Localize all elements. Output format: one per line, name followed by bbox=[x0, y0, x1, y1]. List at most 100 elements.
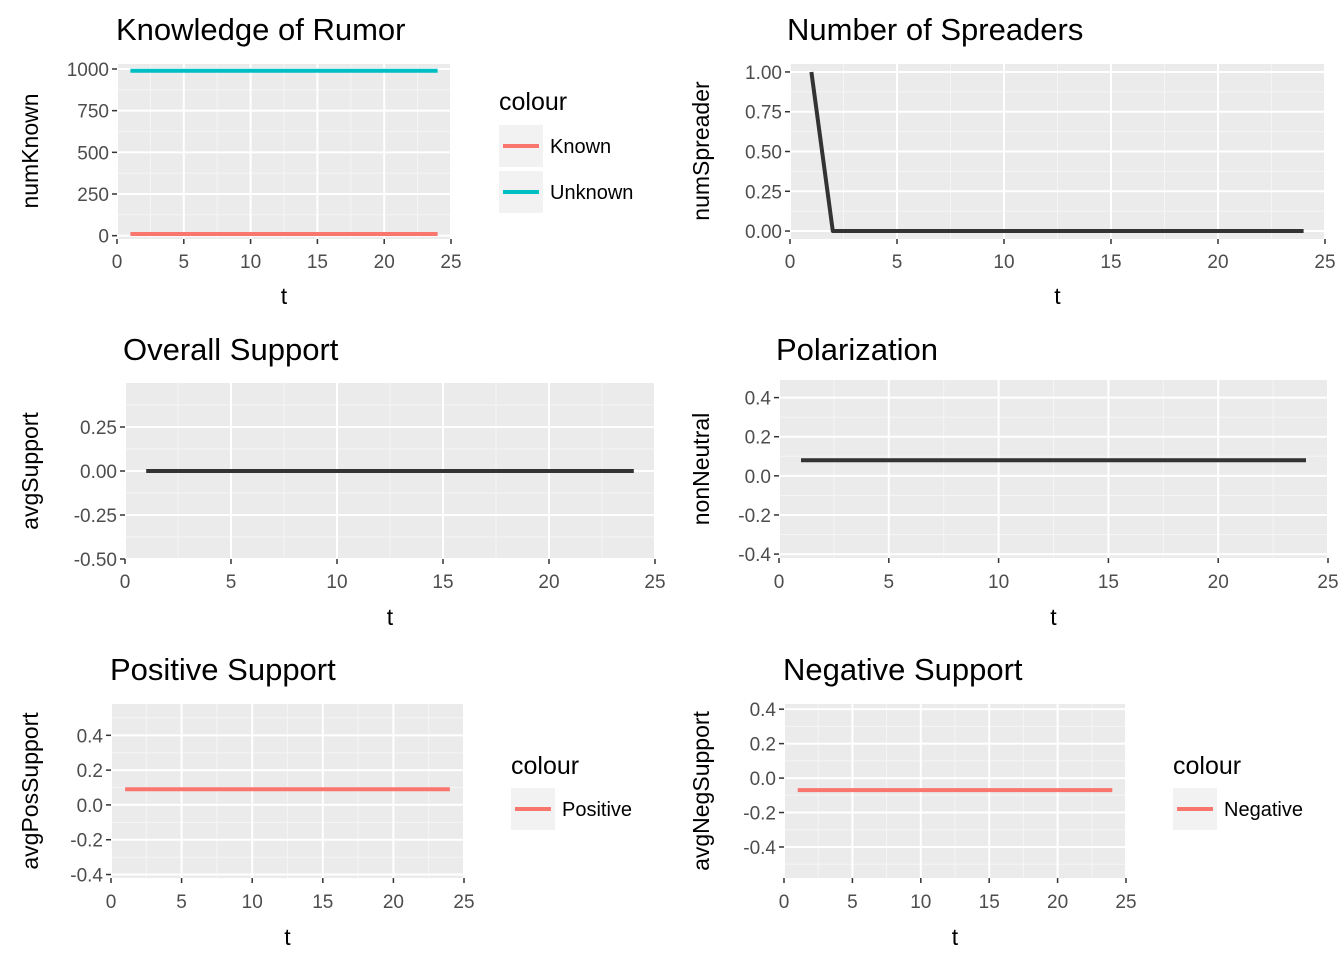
y-tick-label: 0.0 bbox=[745, 467, 771, 488]
legend-title: colour bbox=[1173, 752, 1241, 780]
x-tick-label: 5 bbox=[884, 572, 895, 593]
y-tick-label: -0.4 bbox=[70, 866, 103, 887]
y-tick-label: 250 bbox=[77, 185, 109, 206]
x-tick-label: 25 bbox=[1115, 892, 1136, 913]
x-tick-label: 20 bbox=[1047, 892, 1068, 913]
x-tick-label: 0 bbox=[112, 252, 123, 273]
y-tick-label: 1.00 bbox=[745, 63, 782, 84]
chart-title: Overall Support bbox=[123, 332, 339, 367]
x-tick-label: 25 bbox=[453, 892, 474, 913]
y-tick-label: 0.00 bbox=[745, 222, 782, 243]
x-tick-label: 0 bbox=[106, 892, 117, 913]
y-tick-label: 0.25 bbox=[745, 182, 782, 203]
legend: colour Negative bbox=[1173, 752, 1303, 830]
x-tick-label: 5 bbox=[847, 892, 858, 913]
x-tick-label: 0 bbox=[779, 892, 790, 913]
x-tick-label: 5 bbox=[226, 572, 237, 593]
y-tick-label: -0.2 bbox=[743, 804, 776, 825]
y-tick-label: 0.4 bbox=[750, 700, 777, 721]
x-axis-title: t bbox=[284, 924, 291, 950]
y-tick-label: 0.2 bbox=[750, 735, 776, 756]
y-tick-label: 0.0 bbox=[750, 769, 776, 790]
x-tick-label: 5 bbox=[179, 252, 190, 273]
y-axis-title: avgSupport bbox=[17, 412, 43, 530]
legend-entry-label: Positive bbox=[562, 799, 632, 821]
y-tick-label: 0.2 bbox=[77, 761, 103, 782]
x-tick-label: 10 bbox=[242, 892, 263, 913]
x-tick-label: 25 bbox=[1317, 572, 1338, 593]
chart-title: Polarization bbox=[776, 332, 938, 367]
y-tick-label: 0.50 bbox=[745, 143, 782, 164]
x-tick-label: 5 bbox=[176, 892, 187, 913]
legend: colour Known Unknown bbox=[499, 88, 633, 213]
y-axis-title: numSpreader bbox=[688, 81, 714, 221]
x-tick-label: 20 bbox=[374, 252, 395, 273]
chart-positive: 0 5 10 15 20 25 -0.4 -0.2 0.0 0.2 0.4 Positive Supp… bbox=[17, 652, 632, 950]
x-tick-label: 15 bbox=[979, 892, 1000, 913]
chart-title: Negative Support bbox=[783, 652, 1023, 687]
x-axis-title: t bbox=[952, 924, 959, 950]
y-axis-title: avgNegSupport bbox=[688, 710, 714, 870]
y-tick-label: 0.25 bbox=[80, 418, 117, 439]
x-tick-label: 20 bbox=[538, 572, 559, 593]
y-tick-label: -0.50 bbox=[74, 550, 117, 571]
x-tick-label: 20 bbox=[383, 892, 404, 913]
legend-title: colour bbox=[511, 752, 579, 780]
x-tick-label: 10 bbox=[910, 892, 931, 913]
x-tick-label: 25 bbox=[1314, 252, 1335, 273]
legend-title: colour bbox=[499, 88, 567, 116]
x-tick-label: 5 bbox=[892, 252, 903, 273]
x-axis-title: t bbox=[281, 283, 288, 309]
x-tick-label: 10 bbox=[988, 572, 1009, 593]
chart-title: Positive Support bbox=[110, 652, 336, 687]
legend: colour Positive bbox=[511, 752, 632, 830]
x-tick-label: 25 bbox=[644, 572, 665, 593]
x-tick-label: 15 bbox=[1098, 572, 1119, 593]
chart-negative: 0 5 10 15 20 25 -0.4 -0.2 0.0 0.2 0.4 Negative Supp… bbox=[688, 652, 1303, 950]
x-tick-label: 25 bbox=[440, 252, 461, 273]
x-tick-label: 15 bbox=[432, 572, 453, 593]
y-tick-label: -0.2 bbox=[70, 831, 103, 852]
x-tick-label: 10 bbox=[993, 252, 1014, 273]
x-axis-title: t bbox=[1054, 283, 1061, 309]
y-tick-label: 1000 bbox=[67, 60, 109, 81]
y-tick-label: -0.4 bbox=[738, 545, 771, 566]
y-tick-label: 0 bbox=[98, 227, 109, 248]
y-tick-label: 0.75 bbox=[745, 103, 782, 124]
x-tick-label: 15 bbox=[1100, 252, 1121, 273]
chart-overall: 0 5 10 15 20 25 -0.50 -0.25 0.00 0.25 Overall Supp… bbox=[17, 332, 666, 630]
x-tick-label: 20 bbox=[1207, 252, 1228, 273]
y-tick-label: 0.00 bbox=[80, 462, 117, 483]
x-tick-label: 20 bbox=[1208, 572, 1229, 593]
y-axis-title: nonNeutral bbox=[688, 413, 714, 526]
x-tick-label: 0 bbox=[785, 252, 796, 273]
chart-polarization: 0 5 10 15 20 25 -0.4 -0.2 0.0 0.2 0.4 Polarization t… bbox=[688, 332, 1339, 630]
y-tick-label: -0.25 bbox=[74, 506, 117, 527]
legend-entry-label: Unknown bbox=[550, 182, 633, 204]
legend-entry-label: Negative bbox=[1224, 799, 1303, 821]
chart-title: Knowledge of Rumor bbox=[116, 12, 406, 47]
chart-title: Number of Spreaders bbox=[787, 12, 1083, 47]
y-tick-label: 0.4 bbox=[745, 389, 772, 410]
x-tick-label: 15 bbox=[307, 252, 328, 273]
y-tick-label: 0.4 bbox=[77, 726, 104, 747]
x-axis-title: t bbox=[387, 604, 394, 630]
y-tick-label: 500 bbox=[77, 143, 109, 164]
y-axis-title: numKnown bbox=[17, 93, 43, 208]
series-line bbox=[809, 71, 1304, 233]
x-tick-label: 0 bbox=[120, 572, 131, 593]
y-axis-title: avgPosSupport bbox=[17, 712, 43, 870]
y-tick-label: -0.2 bbox=[738, 506, 771, 527]
x-tick-label: 10 bbox=[326, 572, 347, 593]
y-tick-label: 0.0 bbox=[77, 796, 103, 817]
x-tick-label: 15 bbox=[312, 892, 333, 913]
y-tick-label: 750 bbox=[77, 102, 109, 123]
y-tick-label: -0.4 bbox=[743, 838, 776, 859]
x-axis-title: t bbox=[1050, 604, 1057, 630]
x-tick-label: 0 bbox=[774, 572, 785, 593]
legend-entry-label: Known bbox=[550, 136, 611, 158]
x-tick-label: 10 bbox=[240, 252, 261, 273]
